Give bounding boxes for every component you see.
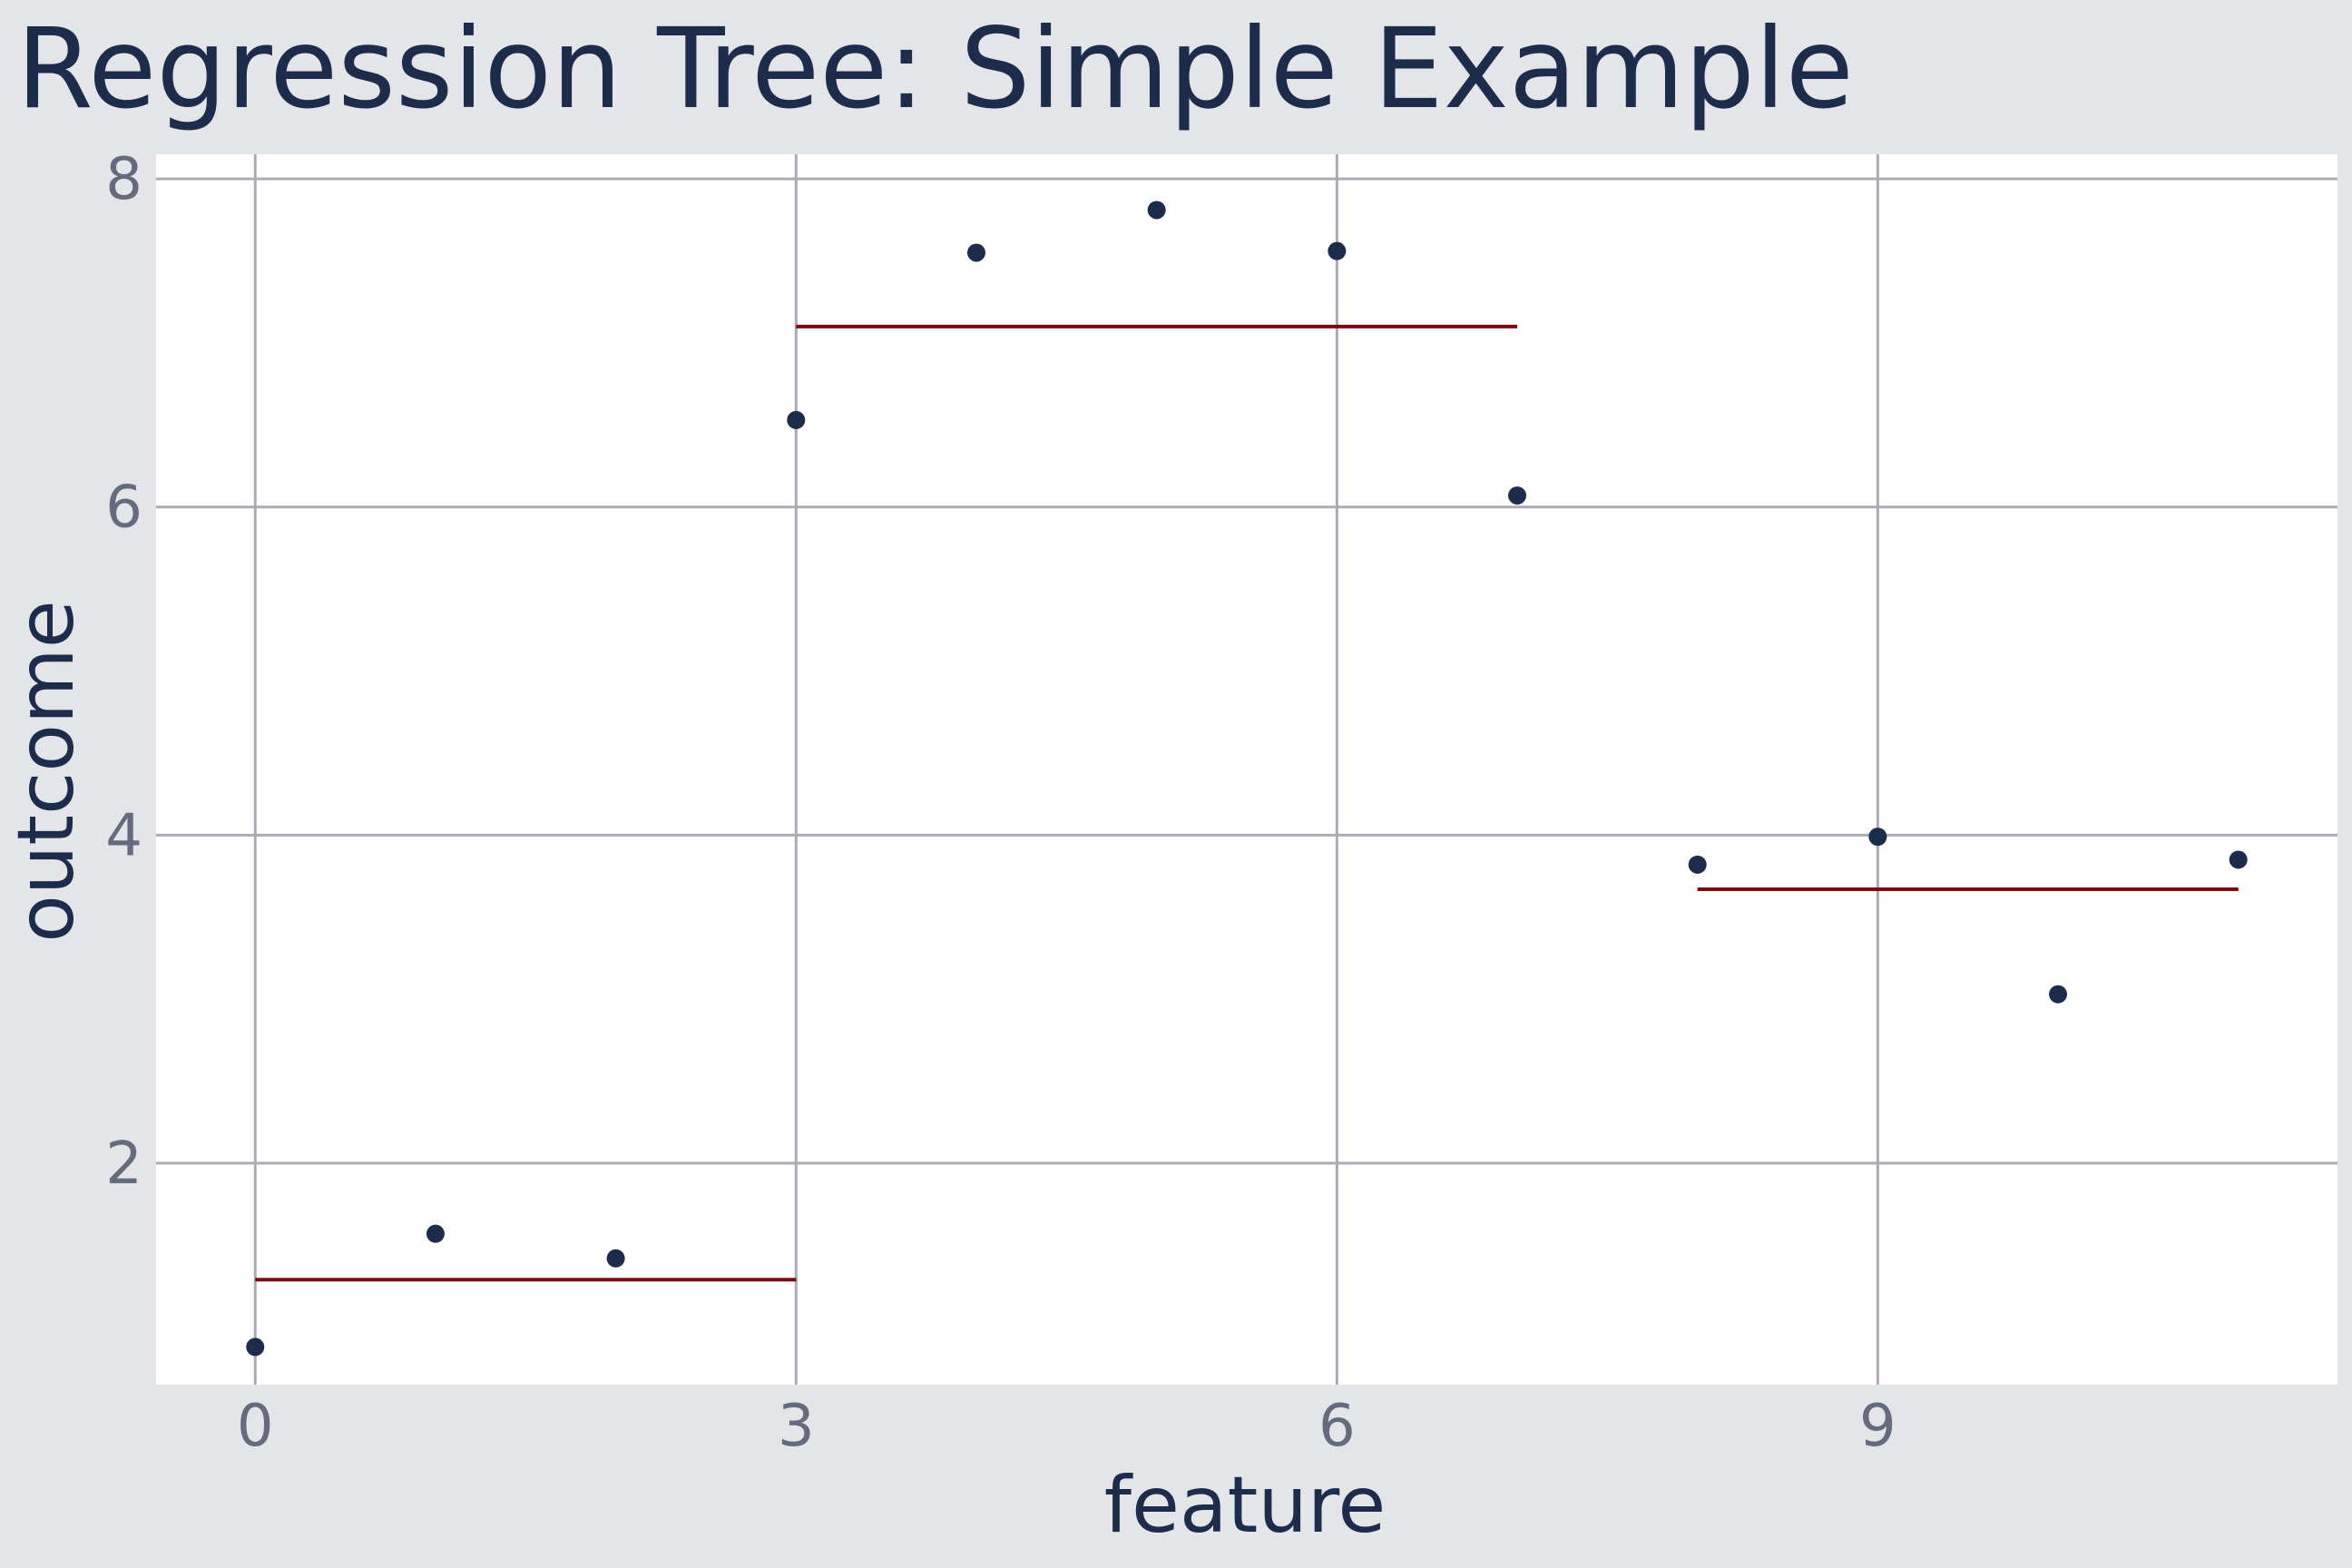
y-tick-label: 8 — [105, 146, 142, 213]
y-tick-label: 4 — [105, 802, 142, 869]
grid-lines — [156, 154, 2337, 1385]
chart-title: Regression Tree: Simple Example — [16, 5, 1854, 133]
data-point — [1508, 486, 1527, 505]
y-axis-title: outcome — [1, 600, 92, 942]
data-point — [787, 410, 806, 429]
x-axis-title: feature — [1104, 1460, 1387, 1551]
data-point — [966, 243, 985, 262]
data-point — [1688, 855, 1707, 874]
data-point — [1147, 201, 1166, 220]
data-point — [426, 1224, 445, 1243]
data-point — [2229, 850, 2248, 869]
data-point — [606, 1249, 625, 1268]
plot-panel — [156, 154, 2337, 1385]
x-tick-label: 0 — [237, 1393, 274, 1460]
data-point — [246, 1338, 265, 1357]
y-tick-label: 2 — [105, 1131, 142, 1198]
regression-tree-fit — [255, 324, 2239, 1282]
x-tick-label: 6 — [1318, 1393, 1356, 1460]
y-axis-ticks: 2 4 6 8 — [105, 146, 142, 1198]
x-axis-ticks: 0 3 6 9 — [237, 1393, 1896, 1460]
data-point — [1868, 828, 1887, 847]
data-point — [2049, 985, 2068, 1004]
y-tick-label: 6 — [105, 475, 142, 542]
data-points — [246, 201, 2248, 1357]
x-tick-label: 3 — [778, 1393, 815, 1460]
x-tick-label: 9 — [1859, 1393, 1896, 1460]
data-point — [1328, 241, 1347, 260]
